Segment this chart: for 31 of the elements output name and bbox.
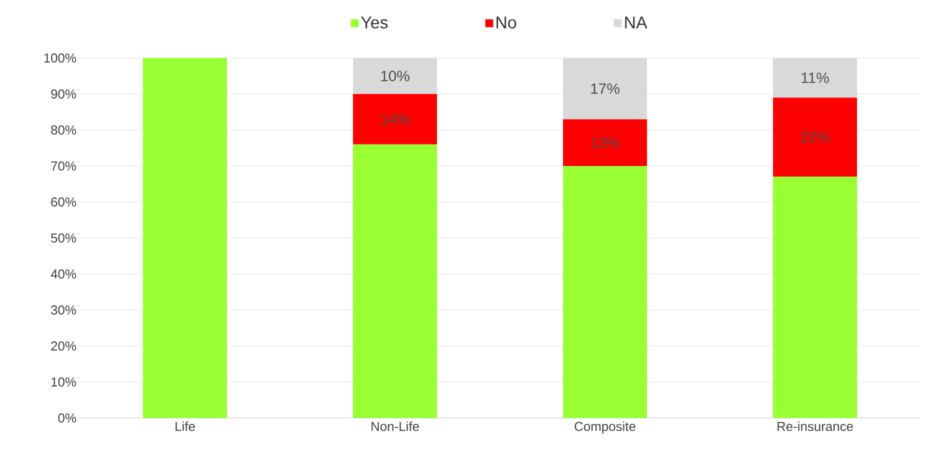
x-tick-label: Life	[176, 422, 195, 432]
y-tick-label: 80%	[51, 125, 76, 135]
y-tick-label: 10%	[52, 377, 76, 387]
y-tick-label: 50%	[51, 233, 76, 243]
y-tick-label: 40%	[50, 269, 76, 279]
y-tick-label: 60%	[51, 197, 76, 207]
y-tick-label: 20%	[51, 341, 76, 351]
bar	[773, 98, 858, 177]
x-tick-label: Composite	[574, 422, 636, 434]
x-tick-label: Non-Life	[372, 422, 419, 432]
data-label: 14%	[381, 114, 410, 124]
data-label: 17%	[591, 83, 620, 94]
y-tick-label: 90%	[51, 89, 76, 99]
data-label: 11%	[802, 72, 829, 84]
bar	[353, 144, 438, 418]
y-tick-label: 0%	[58, 413, 76, 423]
bar	[563, 119, 648, 166]
legend-label: No	[496, 16, 516, 28]
y-tick-label: 30%	[51, 305, 76, 315]
data-label: 22%	[800, 132, 830, 142]
bar	[563, 166, 648, 418]
x-tick-label: Re-insurance	[778, 422, 853, 432]
bar	[353, 94, 438, 144]
y-tick-label: 70%	[51, 161, 76, 171]
bar	[143, 58, 227, 418]
legend-label: NA	[625, 16, 648, 28]
y-tick-label: 100%	[44, 53, 76, 63]
legend-label: Yes	[361, 16, 388, 28]
data-label: 10%	[381, 70, 410, 82]
data-label: 13%	[591, 137, 620, 148]
bar	[773, 176, 858, 418]
